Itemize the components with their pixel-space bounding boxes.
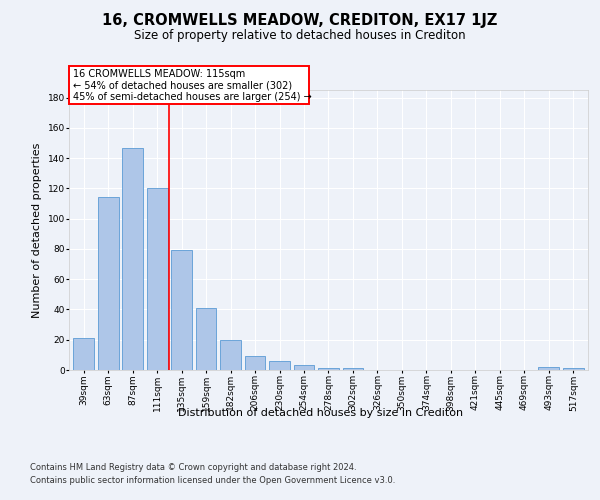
Bar <box>147 188 167 370</box>
Text: 16 CROMWELLS MEADOW: 115sqm: 16 CROMWELLS MEADOW: 115sqm <box>73 69 245 79</box>
Bar <box>98 198 119 370</box>
Bar <box>245 356 265 370</box>
Bar <box>269 361 290 370</box>
Text: ← 54% of detached houses are smaller (302): ← 54% of detached houses are smaller (30… <box>73 80 292 90</box>
Text: Contains HM Land Registry data © Crown copyright and database right 2024.: Contains HM Land Registry data © Crown c… <box>30 464 356 472</box>
Bar <box>122 148 143 370</box>
Bar <box>220 340 241 370</box>
Text: Size of property relative to detached houses in Crediton: Size of property relative to detached ho… <box>134 29 466 42</box>
Bar <box>343 368 364 370</box>
Bar <box>293 366 314 370</box>
Bar <box>318 368 339 370</box>
Y-axis label: Number of detached properties: Number of detached properties <box>32 142 42 318</box>
Text: 16, CROMWELLS MEADOW, CREDITON, EX17 1JZ: 16, CROMWELLS MEADOW, CREDITON, EX17 1JZ <box>103 12 497 28</box>
Text: Distribution of detached houses by size in Crediton: Distribution of detached houses by size … <box>178 408 464 418</box>
Text: Contains public sector information licensed under the Open Government Licence v3: Contains public sector information licen… <box>30 476 395 485</box>
Bar <box>538 367 559 370</box>
Bar <box>563 368 584 370</box>
Bar <box>73 338 94 370</box>
Bar <box>171 250 192 370</box>
Text: 45% of semi-detached houses are larger (254) →: 45% of semi-detached houses are larger (… <box>73 92 311 102</box>
Bar <box>196 308 217 370</box>
